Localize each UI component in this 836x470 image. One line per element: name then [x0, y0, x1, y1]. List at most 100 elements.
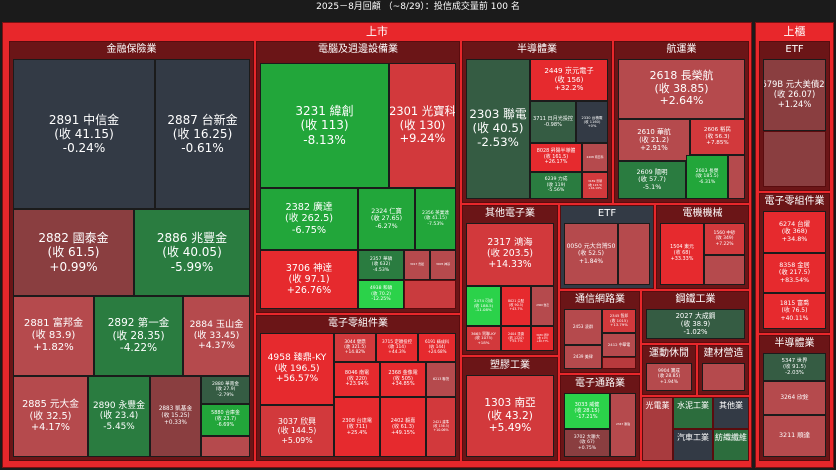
stock-name: 2890 永豐金 [92, 400, 146, 411]
stock-close: (收 28.85) [657, 374, 681, 380]
stock-cell[interactable]: 8046 南電 (收 220) +23.94% [334, 362, 380, 397]
stock-cell[interactable]: 3264 欣銓 [763, 381, 826, 415]
stock-cell[interactable]: 2421 建準 (收 136.5) +10.06% [426, 397, 456, 457]
stock-cell[interactable]: 2603 長榮 (收 185.5) -6.31% [686, 155, 728, 199]
stock-cell[interactable]: 3715 定穎投控 (收 114) +44.3% [376, 333, 418, 362]
stock-cell[interactable]: 3017 奇鋐 [404, 250, 430, 280]
stock-cell[interactable]: 2347 聯強 [610, 393, 636, 457]
stock-cell[interactable] [702, 363, 745, 391]
stock-cell[interactable]: 5347 世界 (收 91.5) -2.03% [763, 353, 826, 381]
stock-cell[interactable]: 2412 中華電 [602, 333, 636, 357]
stock-cell[interactable]: 6239 力成 (收 119) -5.56% [530, 172, 582, 199]
stock-cell[interactable]: 00679B 元大美債20年(收 26.07)+1.24% [763, 59, 826, 131]
stock-cell[interactable]: 2890 永豐金 (收 23.4) -5.45% [88, 376, 150, 457]
stock-cell[interactable]: 2404 漢唐 (收 1220) +55.7% [501, 326, 531, 351]
stock-change: -4.53% [372, 267, 390, 273]
stock-cell[interactable]: 3189 景碩 (收 115.5) +16.19% [582, 172, 608, 199]
stock-name: 2408 南亞科 [586, 154, 604, 159]
stock-cell[interactable]: 8358 金居 (收 217.5) +83.54% [763, 253, 826, 293]
stock-cell[interactable]: 3665 貿聯-KY (收 1075) +18% [466, 326, 501, 351]
stock-cell[interactable]: 3030 德律 (收 113) +40.77% [531, 326, 554, 351]
stock-cell[interactable]: 2317 鴻海 (收 203.5) +14.33% [466, 223, 554, 286]
stock-cell[interactable]: 1504 東元 (收 68) +33.33% [660, 223, 704, 285]
stock-cell[interactable]: 1560 中砂 (收 349) +7.22% [704, 223, 745, 255]
stock-cell[interactable]: 3033 威健 (收 28.15) -17.21% [564, 393, 610, 429]
stock-cell[interactable]: 2453 凌群 [564, 309, 602, 345]
stock-close: (收 1160) [583, 119, 601, 124]
stock-cell[interactable]: 5880 合庫金 (收 23.7) -6.69% [201, 404, 250, 436]
stock-cell[interactable]: 6213 聯茂 [426, 362, 456, 397]
stock-change: -6.27% [375, 222, 398, 230]
stock-cell[interactable]: 2891 中信金 (收 41.15) -0.24% [13, 59, 155, 209]
stock-cell[interactable]: 2382 廣達 (收 262.5) -6.75% [260, 188, 358, 250]
stock-cell[interactable]: 8028 昇陽半導體 (收 161.5) +26.17% [530, 143, 582, 172]
stock-name: 1560 中砂 [713, 231, 736, 237]
small-cells [404, 280, 456, 309]
stock-cell[interactable]: 4938 和碩 (收 70.2) -12.25% [358, 280, 404, 309]
stock-cell[interactable] [201, 436, 250, 457]
stock-change: +16.19% [588, 186, 602, 191]
stock-cell[interactable]: 3005 神基 [430, 250, 456, 280]
stock-cell[interactable]: 2886 兆豐金 (收 40.05) -5.99% [134, 209, 250, 296]
stock-close: (收 505) [392, 375, 414, 382]
stock-cell[interactable]: 2439 美律 [564, 345, 602, 369]
stock-cell[interactable]: 2606 裕民 (收 56.3) +7.85% [690, 119, 745, 155]
stock-cell[interactable]: 0050 元大台灣50 (收 52.5) +1.84% [564, 223, 618, 285]
stock-cell[interactable]: 2356 英業達 (收 41.15) -7.53% [415, 188, 456, 250]
stock-cell[interactable]: 3706 神達 (收 97.1) +26.76% [260, 250, 358, 309]
stock-cell[interactable]: 2610 華航 (收 21.2) +2.91% [618, 119, 690, 161]
stock-cell[interactable]: 2609 陽明 (收 57.7) -5.1% [618, 161, 686, 199]
stock-cell[interactable]: 3037 欣興 (收 144.5) +5.09% [260, 405, 334, 457]
stock-cell[interactable]: 2308 台達電 (收 711) +25.4% [334, 397, 380, 457]
stock-cell[interactable]: 1815 富喬 (收 76.5) +40.11% [763, 293, 826, 329]
stock-cell[interactable]: 2880 華南金 (收 27.9) -2.79% [201, 376, 250, 404]
sector-label: 光電業 [645, 401, 670, 410]
stock-cell[interactable] [704, 255, 745, 285]
stock-cell[interactable]: 2324 仁寶 (收 27.65) -6.27% [358, 188, 415, 250]
stock-cell[interactable]: 2618 長榮航 (收 38.85) +2.64% [618, 59, 745, 119]
stock-cell[interactable]: 2330 台積電 (收 1160) +0% [576, 101, 608, 143]
stock-change: -2.03% [785, 370, 804, 377]
stock-close: (收 38.9) [680, 319, 711, 328]
stock-cell[interactable]: 3211 順達 [763, 415, 826, 457]
stock-cell[interactable]: 3702 大聯大 (收 67) +0.75% [564, 429, 610, 457]
stock-cell[interactable]: 3231 緯創 (收 113) -8.13% [260, 63, 389, 188]
stock-cell[interactable]: 2449 京元電子 (收 156) +32.2% [530, 59, 608, 101]
stock-cell[interactable]: 2884 玉山金 (收 33.45) +4.37% [183, 296, 250, 376]
stock-cell[interactable]: 2027 大成鋼 (收 38.9) -1.02% [646, 309, 745, 339]
stock-cell[interactable]: 6274 台燿 (收 368) +34.8% [763, 211, 826, 253]
stock-change: +56.57% [275, 374, 319, 385]
stock-close: (收 23.4) [99, 411, 139, 422]
stock-close: (收 52.5) [578, 250, 604, 258]
stock-change: -5.45% [103, 421, 135, 432]
stock-name: 2881 富邦金 [23, 318, 84, 330]
stock-cell[interactable]: 1303 南亞 (收 43.2) +5.49% [466, 375, 554, 457]
stock-name: 2402 毅嘉 [390, 418, 416, 424]
stock-cell[interactable]: 2885 元大金 (收 32.5) +4.17% [13, 376, 88, 457]
stock-change: +43.7% [509, 306, 523, 311]
sector-label: 紡織纖維 [715, 433, 747, 442]
stock-cell[interactable]: 8021 尖點 (收 90.5) +43.7% [501, 286, 531, 326]
stock-cell[interactable]: 2882 國泰金 (收 61.5) +0.99% [13, 209, 134, 296]
stock-cell[interactable]: 2883 凱基金 (收 15.25) +0.33% [150, 376, 201, 457]
stock-cell[interactable] [728, 155, 745, 199]
stock-cell[interactable]: 2357 華碩 (收 632) -4.53% [358, 250, 404, 280]
stock-cell[interactable]: 3044 健鼎 (收 321.5) +14.82% [334, 333, 376, 362]
stock-cell[interactable]: 6191 精成科 (收 144) +24.68% [418, 333, 456, 362]
stock-cell[interactable]: 2303 聯電 (收 40.5) -2.53% [466, 59, 530, 199]
stock-cell[interactable]: 9904 寶成 (收 28.85) +1.94% [646, 363, 692, 391]
stock-cell[interactable]: 3711 日月光投控 -0.98% [530, 101, 576, 143]
stock-cell[interactable] [618, 223, 650, 285]
stock-cell[interactable]: 2887 台新金 (收 16.25) -0.61% [155, 59, 250, 209]
stock-cell[interactable]: 2345 智邦 (收 1015) +13.79% [602, 309, 636, 333]
stock-cell[interactable]: 2408 南亞科 [582, 143, 608, 172]
stock-cell[interactable]: 2360 致茂 [531, 286, 554, 326]
stock-cell[interactable]: 2892 第一金 (收 28.35) -4.22% [94, 296, 183, 376]
stock-cell[interactable]: 2474 可成 (收 188.5) -11.08% [466, 286, 501, 326]
stock-cell[interactable]: 2301 光寶科 (收 130) +9.24% [389, 63, 456, 188]
stock-cell[interactable]: 2881 富邦金 (收 83.9) +1.82% [13, 296, 94, 376]
stock-cell[interactable]: 4958 臻鼎-KY (收 196.5) +56.57% [260, 333, 334, 405]
stock-cell[interactable]: 2402 毅嘉 (收 61.3) +49.15% [380, 397, 426, 457]
stock-change: +49.15% [391, 430, 415, 436]
stock-cell[interactable]: 2368 金像電 (收 505) +34.85% [380, 362, 426, 397]
